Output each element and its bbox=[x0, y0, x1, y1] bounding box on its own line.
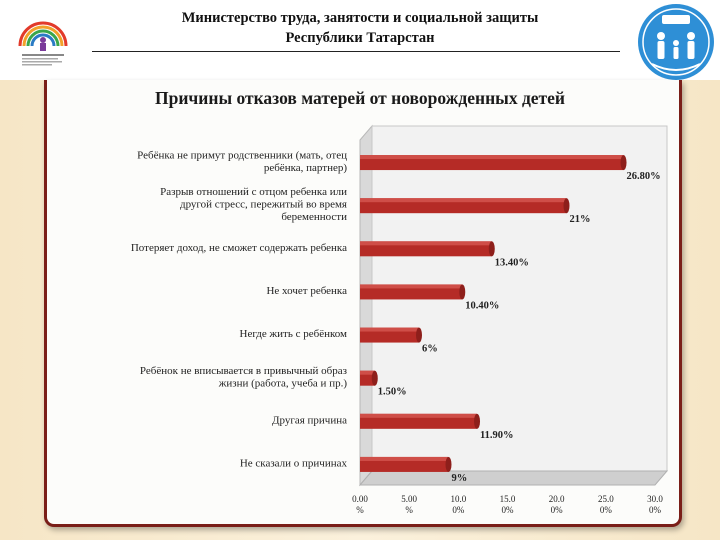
bar-cap bbox=[474, 413, 481, 429]
value-label: 9% bbox=[452, 473, 468, 484]
value-label: 21% bbox=[570, 214, 591, 225]
value-label: 26.80% bbox=[627, 171, 661, 182]
bar-highlight bbox=[360, 327, 419, 332]
bar-cap bbox=[416, 327, 422, 343]
category-label: Потеряет доход, не сможет содержать ребе… bbox=[131, 242, 347, 254]
ministry-title-line2: Республики Татарстан bbox=[285, 30, 435, 46]
ministry-title-line1: Министерство труда, занятости и социальн… bbox=[181, 10, 539, 26]
value-label: 13.40% bbox=[495, 257, 529, 268]
category-label: Не сказали о причинах bbox=[240, 457, 348, 469]
bar-cap bbox=[459, 284, 466, 300]
category-label: Ребёнка не примут родственники (мать, от… bbox=[137, 149, 347, 174]
value-label: 11.90% bbox=[480, 430, 514, 441]
x-tick-label: 10.0 0% bbox=[450, 494, 466, 515]
bar-highlight bbox=[360, 241, 492, 246]
value-label: 10.40% bbox=[465, 300, 499, 311]
bar-cap bbox=[488, 241, 495, 257]
bar-cap bbox=[445, 456, 452, 472]
bar-highlight bbox=[360, 284, 463, 289]
x-tick-label: 20.0 0% bbox=[549, 494, 565, 515]
bar-highlight bbox=[360, 413, 478, 418]
x-tick-label: 30.0 0% bbox=[647, 494, 663, 515]
x-tick-label: 5.00% bbox=[401, 494, 417, 515]
bar-cap bbox=[371, 370, 378, 386]
bar-highlight bbox=[360, 370, 375, 375]
side-wall bbox=[359, 124, 373, 487]
header-divider bbox=[92, 51, 620, 52]
ministry-title: Министерство труда, занятости и социальн… bbox=[100, 8, 620, 48]
category-label: Негде жить с ребёнком bbox=[240, 328, 348, 340]
chart-title: Причины отказов матерей от новорожденных… bbox=[154, 88, 566, 108]
x-tick-label: 25.0 0% bbox=[598, 494, 614, 515]
category-label: Ребёнок не вписывается в привычный образ… bbox=[140, 365, 347, 390]
bar-highlight bbox=[360, 155, 624, 160]
family-emblem-icon bbox=[638, 4, 714, 80]
value-label: 1.50% bbox=[378, 387, 407, 398]
bar-highlight bbox=[360, 198, 567, 203]
floor bbox=[358, 470, 669, 486]
x-tick-label: 0.00% bbox=[352, 494, 368, 515]
category-label: Разрыв отношений с отцом ребенка или друг… bbox=[160, 186, 347, 223]
bar-cap bbox=[620, 155, 627, 171]
category-label: Не хочет ребенка bbox=[266, 285, 347, 297]
ministry-logo-icon bbox=[18, 21, 68, 66]
x-tick-label: 15.0 0% bbox=[500, 494, 516, 515]
header: Министерство труда, занятости и социальн… bbox=[0, 0, 720, 80]
bar-cap bbox=[563, 198, 570, 214]
category-label: Другая причина bbox=[272, 414, 347, 426]
value-label: 6% bbox=[422, 344, 438, 355]
bar-highlight bbox=[360, 456, 449, 461]
